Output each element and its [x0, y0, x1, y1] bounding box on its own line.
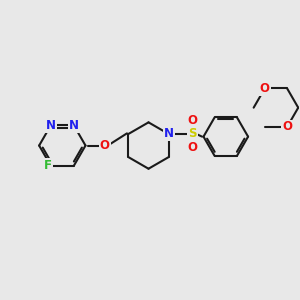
Text: N: N: [46, 119, 56, 132]
Text: O: O: [188, 114, 197, 127]
Text: N: N: [164, 128, 174, 140]
Text: S: S: [188, 128, 196, 140]
Text: O: O: [260, 82, 270, 95]
Text: O: O: [282, 121, 292, 134]
Text: O: O: [188, 141, 197, 154]
Text: N: N: [69, 119, 79, 132]
Text: F: F: [44, 159, 52, 172]
Text: O: O: [100, 139, 110, 152]
